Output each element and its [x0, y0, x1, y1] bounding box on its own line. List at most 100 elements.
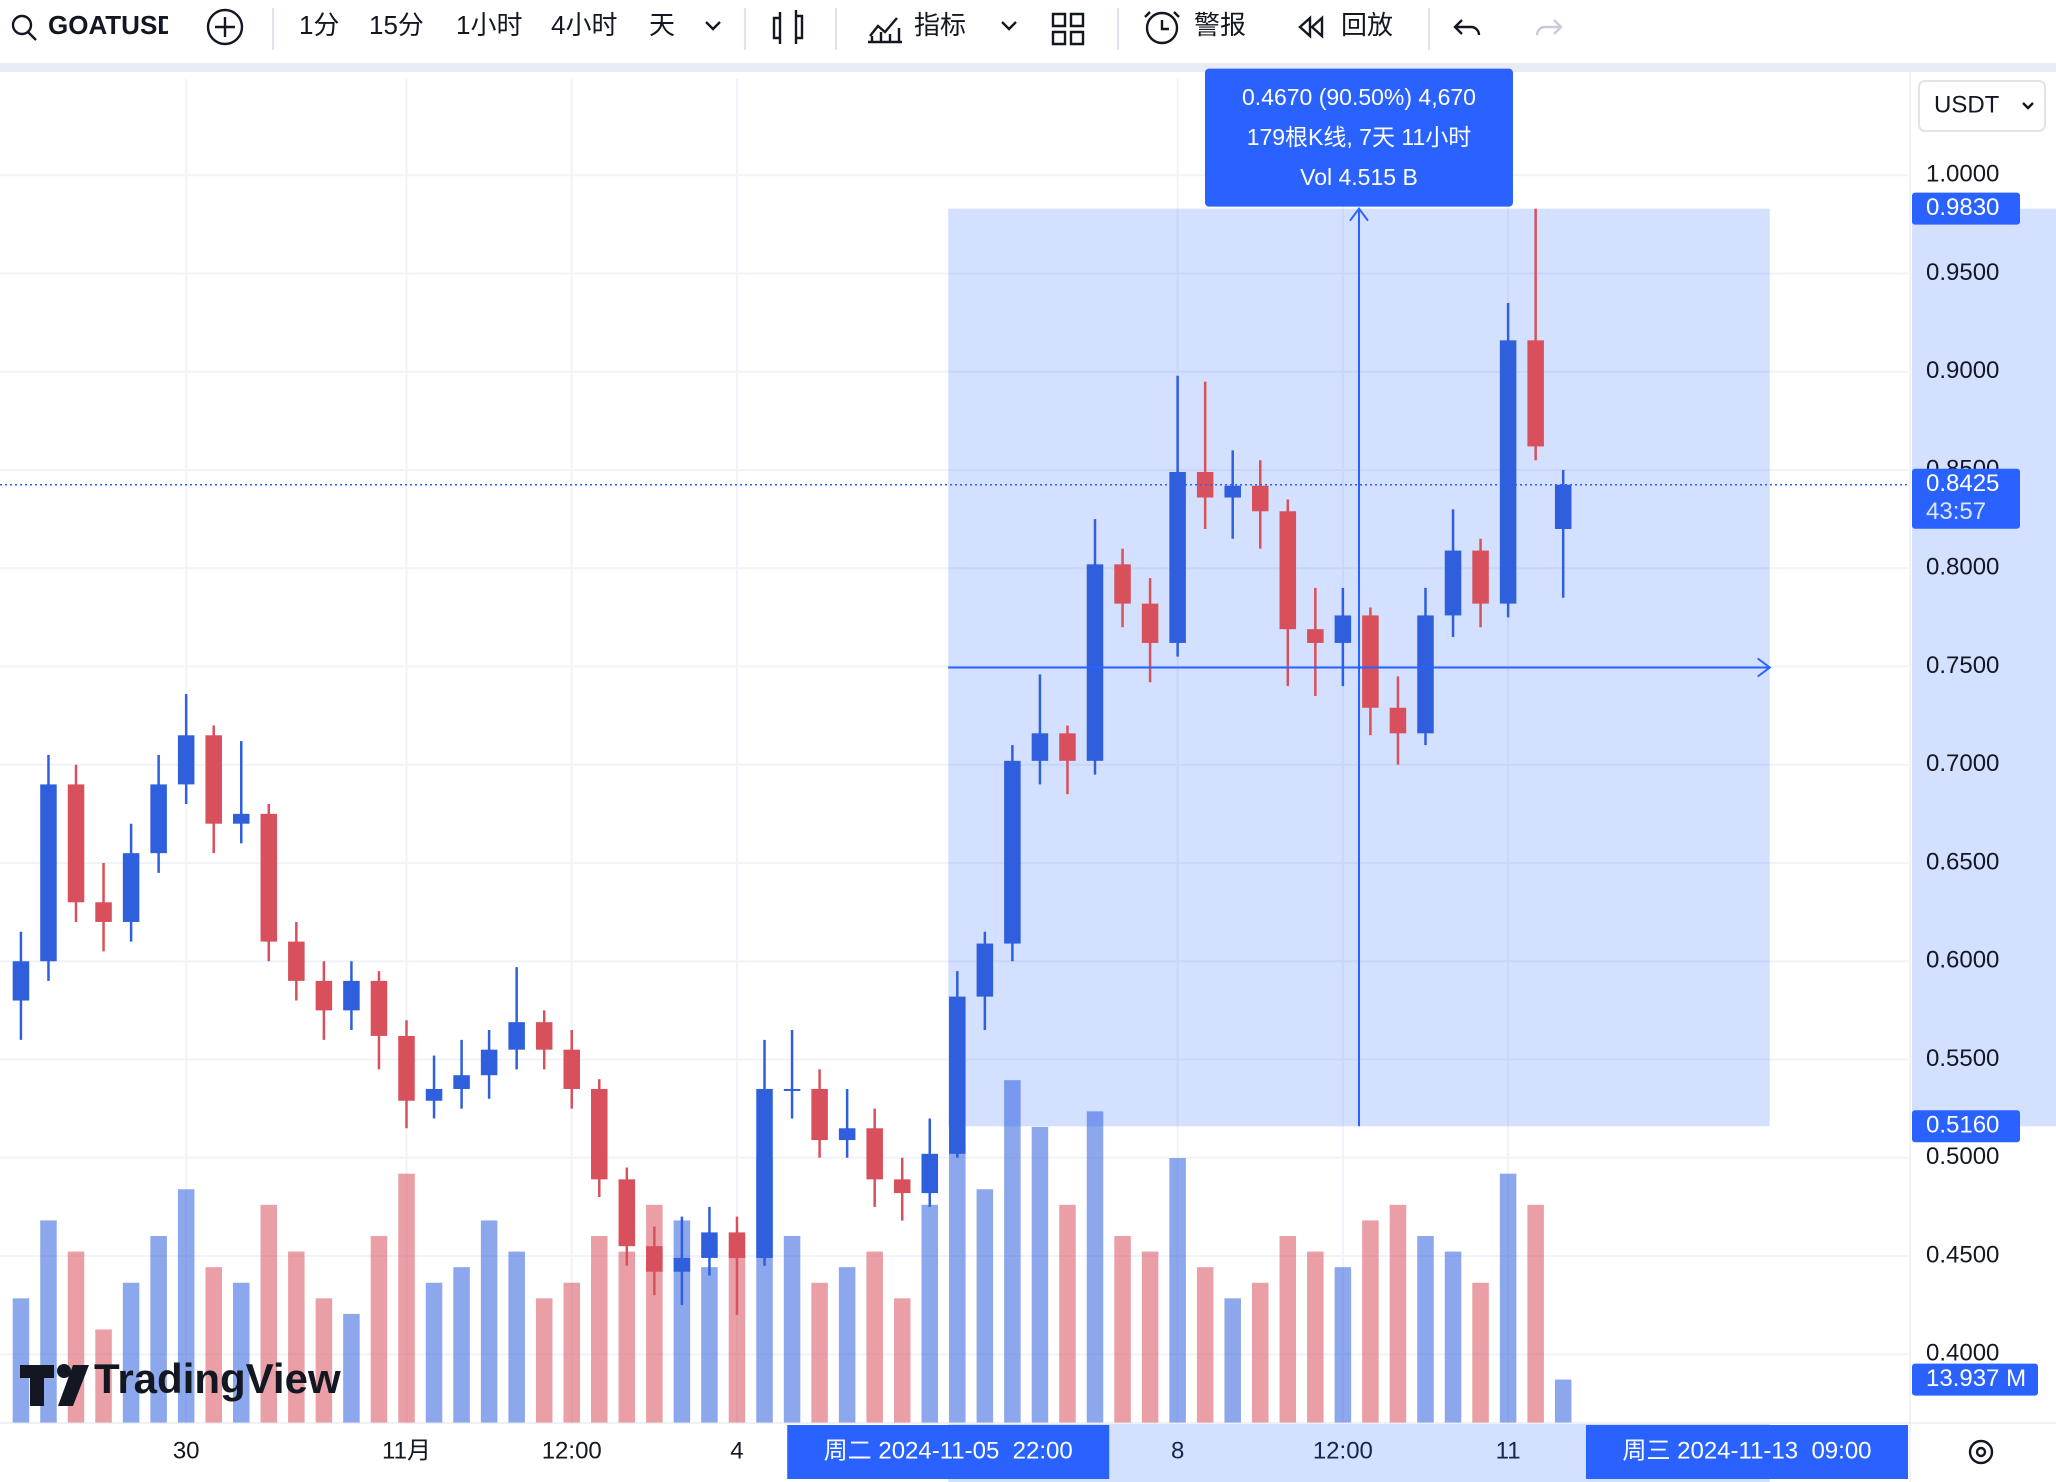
interval[interactable]: 1小时 [456, 10, 522, 40]
chart-type-icon[interactable] [772, 10, 804, 44]
y-tick-label: 0.4500 [1926, 1241, 1999, 1268]
volume-bar [893, 1298, 911, 1423]
volume-bar [1169, 1158, 1186, 1423]
candle-body [95, 902, 112, 922]
price-marker [1912, 1110, 2020, 1143]
volume-bar [260, 1204, 278, 1423]
x-tick-label: 4 [730, 1437, 743, 1464]
volume-bar [1224, 1298, 1241, 1423]
candle-body [756, 1088, 773, 1258]
interval[interactable]: 1分 [299, 10, 339, 40]
volume-bar [1472, 1282, 1489, 1423]
volume-bar [563, 1282, 581, 1423]
candle-body [232, 813, 250, 824]
y-tick-label: 0.5500 [1926, 1045, 1999, 1072]
volume-bar [425, 1282, 443, 1423]
candle-body [1472, 550, 1489, 604]
logo-mark [57, 1364, 71, 1378]
volume-bar [1196, 1267, 1214, 1423]
candle-body [1307, 629, 1324, 643]
currency-dropdown [2022, 102, 2034, 110]
candle-body [288, 941, 305, 981]
measure-text: 179根K线, 7天 11小时 [1247, 124, 1472, 150]
volume-bar [591, 1236, 608, 1423]
toolbar-separator [0, 63, 2056, 72]
alert-icon[interactable] [1145, 11, 1179, 45]
time-marker [787, 1425, 1110, 1479]
volume-marker [1912, 1363, 2038, 1396]
volume-bar [1444, 1251, 1462, 1423]
candle-body [1279, 511, 1297, 630]
layout-icon[interactable] [1051, 12, 1085, 46]
y-tick-label: 0.5000 [1926, 1143, 1999, 1170]
price-marker [1912, 192, 2020, 225]
volume-bar [177, 1189, 195, 1423]
logo-mark [20, 1365, 54, 1406]
candle-body [1417, 615, 1434, 734]
countdown: 43:57 [1926, 498, 1986, 525]
interval[interactable]: 天 [649, 10, 675, 40]
volume-bar [343, 1313, 360, 1423]
candle-body [1141, 603, 1159, 643]
redo[interactable] [1535, 19, 1563, 36]
candle-body [508, 1022, 525, 1050]
volume-bar [1417, 1236, 1434, 1423]
watermark-logo: TradingView [20, 1355, 341, 1406]
volume-bar [205, 1267, 222, 1423]
currency-select[interactable] [1918, 80, 2046, 132]
x-tick-label: 30 [173, 1437, 200, 1464]
candle-body [315, 980, 333, 1011]
price-marker-label: 0.9830 [1926, 194, 1999, 221]
currency[interactable]: USDT [1934, 91, 2000, 118]
candle-body [1086, 564, 1104, 761]
candle-body [205, 735, 222, 824]
alert-icon-hands [1144, 11, 1180, 31]
candle-body [1362, 615, 1379, 708]
volume-marker-label: 13.937 M [1926, 1365, 2026, 1392]
interval[interactable]: 4小时 [551, 10, 617, 40]
alerts[interactable]: 警报 [1194, 10, 1246, 40]
volume-bar [288, 1251, 305, 1423]
candle-body [480, 1049, 498, 1076]
y-tick-label: 0.8000 [1926, 554, 1999, 581]
search-icon-handle [27, 31, 37, 41]
indicators-dropdown[interactable] [1001, 21, 1017, 31]
time-marker [1586, 1425, 1908, 1479]
candle-body [1444, 550, 1462, 616]
candle-body [783, 1088, 801, 1091]
volume-bar [12, 1298, 30, 1423]
search-icon[interactable] [11, 14, 33, 36]
candle-body [1527, 340, 1544, 447]
volume-bar [838, 1267, 856, 1423]
candle-body [673, 1257, 691, 1272]
add-symbol[interactable] [206, 8, 244, 46]
indicators[interactable]: 指标 [914, 10, 966, 40]
volume-bar [1251, 1282, 1269, 1423]
candle-body [866, 1128, 883, 1180]
measure-tooltip [1204, 68, 1513, 207]
volume-bar [315, 1298, 333, 1423]
replay-icon[interactable] [1298, 15, 1324, 39]
candle-body [453, 1075, 470, 1089]
interval[interactable]: 15分 [369, 10, 424, 40]
interval-dropdown[interactable] [705, 21, 721, 31]
indicators-icon[interactable] [868, 17, 902, 44]
settings[interactable] [1968, 1439, 1994, 1465]
replay[interactable]: 回放 [1341, 10, 1393, 40]
watermark: TradingView [94, 1355, 341, 1402]
logo-mark [58, 1365, 89, 1406]
volume-bar [1499, 1173, 1517, 1423]
add-symbol-plus [215, 17, 235, 37]
settings-center [1975, 1446, 1987, 1458]
candle-body [1499, 340, 1517, 604]
symbol[interactable]: GOATUSDT [48, 10, 192, 40]
undo[interactable] [1453, 19, 1481, 36]
candle-body [1554, 484, 1572, 529]
candle-body [177, 735, 195, 785]
volume-bar [1141, 1251, 1159, 1423]
volume-bar [535, 1298, 553, 1423]
toolbar [0, 0, 2056, 63]
y-tick-label: 0.7000 [1926, 750, 1999, 777]
volume-bar [976, 1189, 994, 1423]
